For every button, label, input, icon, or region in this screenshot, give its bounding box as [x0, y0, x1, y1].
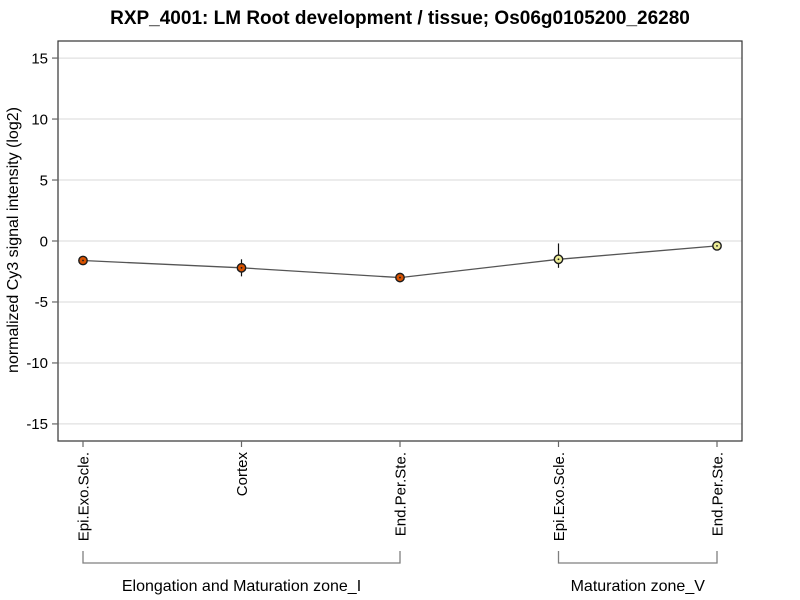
data-point-center [240, 266, 243, 269]
group-label: Elongation and Maturation zone_I [122, 578, 361, 595]
data-point-center [82, 259, 84, 262]
data-point-center [399, 276, 401, 279]
x-tick-label: End.Per.Ste. [392, 452, 409, 536]
data-point-center [716, 244, 718, 247]
y-tick-label: 10 [31, 111, 48, 128]
x-tick-label: Epi.Exo.Scle. [75, 452, 92, 541]
group-label: Maturation zone_V [571, 578, 706, 595]
y-tick-label: -10 [26, 355, 48, 372]
x-tick-label: End.Per.Ste. [709, 452, 726, 536]
x-tick-label: Cortex [234, 452, 251, 497]
x-tick-label: Epi.Exo.Scle. [551, 452, 568, 541]
y-tick-label: -15 [26, 416, 48, 433]
group-bracket [82, 551, 401, 564]
y-tick-label: 5 [40, 172, 48, 189]
y-tick-label: -5 [35, 294, 48, 311]
chart-title: RXP_4001: LM Root development / tissue; … [110, 8, 690, 29]
y-tick-label: 15 [31, 50, 48, 67]
group-bracket [557, 551, 718, 564]
y-tick-label: 0 [40, 233, 48, 250]
data-point-center [557, 258, 560, 261]
